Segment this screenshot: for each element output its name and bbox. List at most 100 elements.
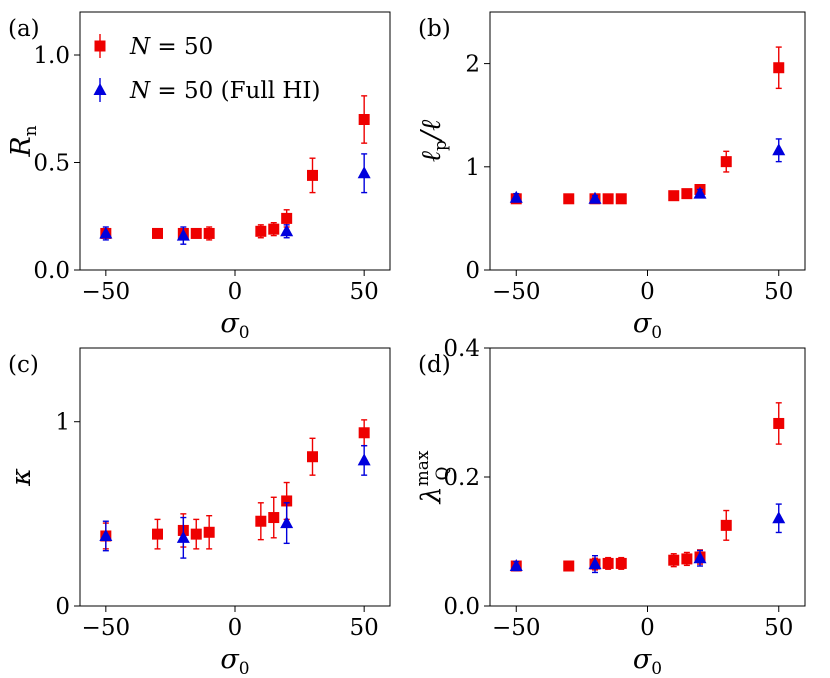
data-point-square bbox=[255, 225, 267, 237]
y-tick-label: 0.0 bbox=[33, 258, 70, 284]
data-point-square bbox=[773, 417, 785, 429]
data-point-triangle bbox=[176, 228, 190, 241]
y-tick-label: 0 bbox=[55, 594, 70, 620]
x-tick-label: 0 bbox=[640, 279, 655, 305]
data-point-square bbox=[281, 212, 293, 224]
y-tick-label: 1 bbox=[55, 410, 70, 436]
data-point-square bbox=[203, 526, 215, 538]
legend-label: N = 50 bbox=[129, 34, 213, 60]
data-point-square bbox=[563, 560, 575, 572]
data-point-triangle bbox=[176, 530, 190, 543]
data-point-triangle bbox=[509, 190, 523, 203]
legend-marker-square bbox=[94, 40, 106, 52]
data-point-square bbox=[602, 557, 614, 569]
data-point-square bbox=[681, 553, 693, 565]
panel-a: −50 0 50 0.0 0.5 1.0 σ0 Rn (a) N = 50 N = 50 (Full… bbox=[6, 11, 391, 343]
x-tick-label: 0 bbox=[228, 615, 243, 641]
y-tick-label: 2 bbox=[465, 52, 480, 78]
data-point-square bbox=[615, 193, 627, 205]
data-point-triangle bbox=[280, 516, 294, 529]
x-tick-label: 0 bbox=[640, 615, 655, 641]
x-axis-label: σ0 bbox=[220, 644, 249, 678]
y-tick-label: 0 bbox=[465, 258, 480, 284]
data-point-triangle bbox=[509, 559, 523, 572]
plot-frame bbox=[489, 11, 806, 271]
legend-marker-triangle bbox=[93, 83, 107, 95]
data-point-triangle bbox=[772, 511, 786, 524]
data-point-square bbox=[720, 519, 732, 531]
y-tick-label: 1.0 bbox=[33, 43, 70, 69]
data-point-triangle bbox=[693, 551, 707, 564]
data-point-square bbox=[358, 114, 370, 125]
panel-c: −50 0 50 0 1 σ0 κ (c) bbox=[6, 347, 391, 678]
data-point-triangle bbox=[357, 166, 371, 179]
data-point-square bbox=[720, 156, 732, 168]
data-point-square bbox=[190, 227, 202, 239]
plot-frame bbox=[79, 11, 391, 271]
y-axis-label: ℓp/ℓ bbox=[416, 119, 451, 162]
y-axis-label: Rn bbox=[6, 125, 41, 157]
y-tick-label: 0.4 bbox=[443, 336, 480, 362]
y-axis-label: κ bbox=[6, 468, 37, 487]
data-point-square bbox=[152, 528, 163, 540]
plot-frame bbox=[79, 347, 391, 607]
data-point-square bbox=[307, 169, 318, 181]
data-point-triangle bbox=[693, 186, 707, 199]
panel-d: −50 0 50 0.0 0.2 0.4 σ0 λmaxQ (d) bbox=[413, 336, 806, 678]
x-tick-label: −50 bbox=[82, 279, 131, 305]
y-tick-label: 0.5 bbox=[33, 151, 70, 177]
x-tick-label: 50 bbox=[350, 615, 379, 641]
data-point-square bbox=[615, 557, 627, 569]
x-axis-label: σ0 bbox=[633, 644, 662, 678]
x-tick-label: −50 bbox=[82, 615, 131, 641]
series-n50 bbox=[100, 95, 370, 241]
y-tick-label: 1 bbox=[465, 155, 480, 181]
data-point-square bbox=[268, 223, 280, 235]
plot-frame bbox=[489, 347, 806, 607]
legend-label: N = 50 (Full HI) bbox=[129, 78, 320, 104]
data-point-square bbox=[358, 427, 370, 439]
series-n50-full-hi bbox=[99, 153, 371, 245]
data-point-square bbox=[668, 554, 680, 566]
x-tick-label: −50 bbox=[492, 279, 541, 305]
data-point-square bbox=[773, 62, 785, 74]
series-n50-full-hi bbox=[99, 444, 371, 559]
y-axis-label: λmaxQ bbox=[413, 450, 453, 504]
data-point-triangle bbox=[588, 557, 602, 570]
data-point-square bbox=[268, 512, 280, 524]
series-n50-full-hi bbox=[509, 503, 786, 574]
data-point-square bbox=[281, 495, 293, 507]
series-n50 bbox=[100, 419, 370, 550]
data-point-square bbox=[152, 227, 163, 239]
data-point-triangle bbox=[588, 191, 602, 204]
x-tick-label: 50 bbox=[350, 279, 379, 305]
panel-label: (b) bbox=[418, 16, 451, 42]
data-point-square bbox=[668, 190, 680, 202]
panel-label: (c) bbox=[8, 352, 39, 378]
panel-label: (a) bbox=[8, 16, 40, 42]
series-n50 bbox=[510, 402, 785, 572]
x-tick-label: 50 bbox=[764, 279, 793, 305]
data-point-triangle bbox=[357, 453, 371, 466]
x-tick-label: 0 bbox=[228, 279, 243, 305]
y-tick-label: 0.0 bbox=[443, 594, 480, 620]
series-n50-full-hi bbox=[509, 138, 786, 204]
x-axis-label: σ0 bbox=[633, 308, 662, 343]
x-axis-label: σ0 bbox=[220, 308, 249, 343]
data-point-square bbox=[307, 451, 318, 463]
data-point-square bbox=[255, 515, 267, 527]
data-point-triangle bbox=[99, 528, 113, 541]
panel-label: (d) bbox=[418, 352, 451, 378]
series-n50 bbox=[510, 46, 785, 205]
data-point-square bbox=[190, 528, 202, 540]
x-tick-label: −50 bbox=[492, 615, 541, 641]
data-point-triangle bbox=[280, 224, 294, 237]
data-point-triangle bbox=[772, 143, 786, 156]
panel-b: −50 0 50 0 1 2 σ0 ℓp/ℓ (b) bbox=[416, 11, 806, 343]
data-point-triangle bbox=[99, 226, 113, 239]
legend: N = 50 N = 50 (Full HI) bbox=[93, 34, 320, 104]
x-tick-label: 50 bbox=[764, 615, 793, 641]
data-point-square bbox=[563, 193, 575, 205]
data-point-square bbox=[602, 193, 614, 205]
data-point-square bbox=[681, 188, 693, 200]
